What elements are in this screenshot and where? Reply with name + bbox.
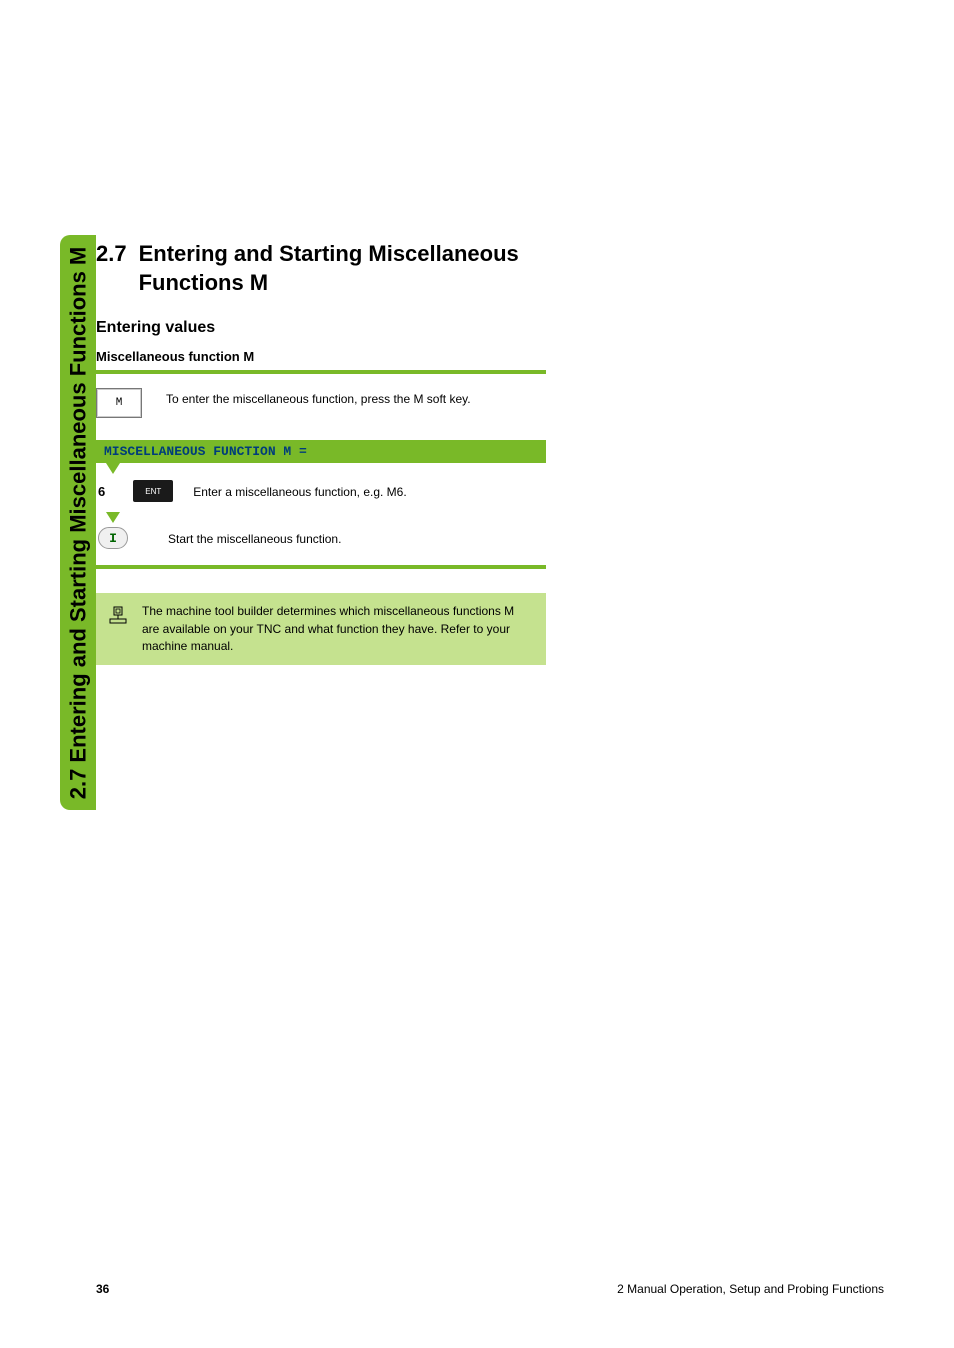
section-title-text: Entering and Starting Miscellaneous Func… [139, 240, 566, 297]
green-rule-2 [96, 565, 546, 569]
m-soft-key: M [96, 388, 142, 418]
step-i-row: I Start the miscellaneous function. [96, 527, 566, 549]
machine-icon [108, 605, 128, 632]
step-m-text: To enter the miscellaneous function, pre… [166, 388, 471, 408]
note-box: The machine tool builder determines whic… [96, 593, 546, 665]
step-6-text: Enter a miscellaneous function, e.g. M6. [193, 481, 406, 501]
section-title: 2.7 Entering and Starting Miscellaneous … [96, 240, 566, 297]
side-tab-text: 2.7 Entering and Starting Miscellaneous … [65, 246, 91, 799]
step-m-row: M To enter the miscellaneous function, p… [96, 388, 566, 418]
page: 2.7 Entering and Starting Miscellaneous … [0, 0, 954, 1348]
green-rule [96, 370, 546, 374]
content-area: 2.7 Entering and Starting Miscellaneous … [96, 240, 566, 665]
code-bar: MISCELLANEOUS FUNCTION M = [96, 440, 546, 463]
footer: 36 2 Manual Operation, Setup and Probing… [96, 1282, 884, 1296]
triangle-down-icon [106, 463, 120, 474]
step-i-text: Start the miscellaneous function. [168, 528, 341, 548]
triangle-down-icon-2 [106, 512, 120, 523]
step-6-number: 6 [98, 484, 105, 499]
note-text: The machine tool builder determines whic… [142, 603, 534, 655]
i-key: I [98, 527, 128, 549]
ent-key: ENT [133, 480, 173, 502]
footer-text: 2 Manual Operation, Setup and Probing Fu… [617, 1282, 884, 1296]
subsubsection-title: Miscellaneous function M [96, 349, 566, 364]
page-number: 36 [96, 1282, 109, 1296]
step-6-row: 6 ENT Enter a miscellaneous function, e.… [96, 480, 566, 502]
side-tab: 2.7 Entering and Starting Miscellaneous … [60, 235, 96, 810]
section-number: 2.7 [96, 240, 127, 297]
subsection-title: Entering values [96, 319, 566, 337]
